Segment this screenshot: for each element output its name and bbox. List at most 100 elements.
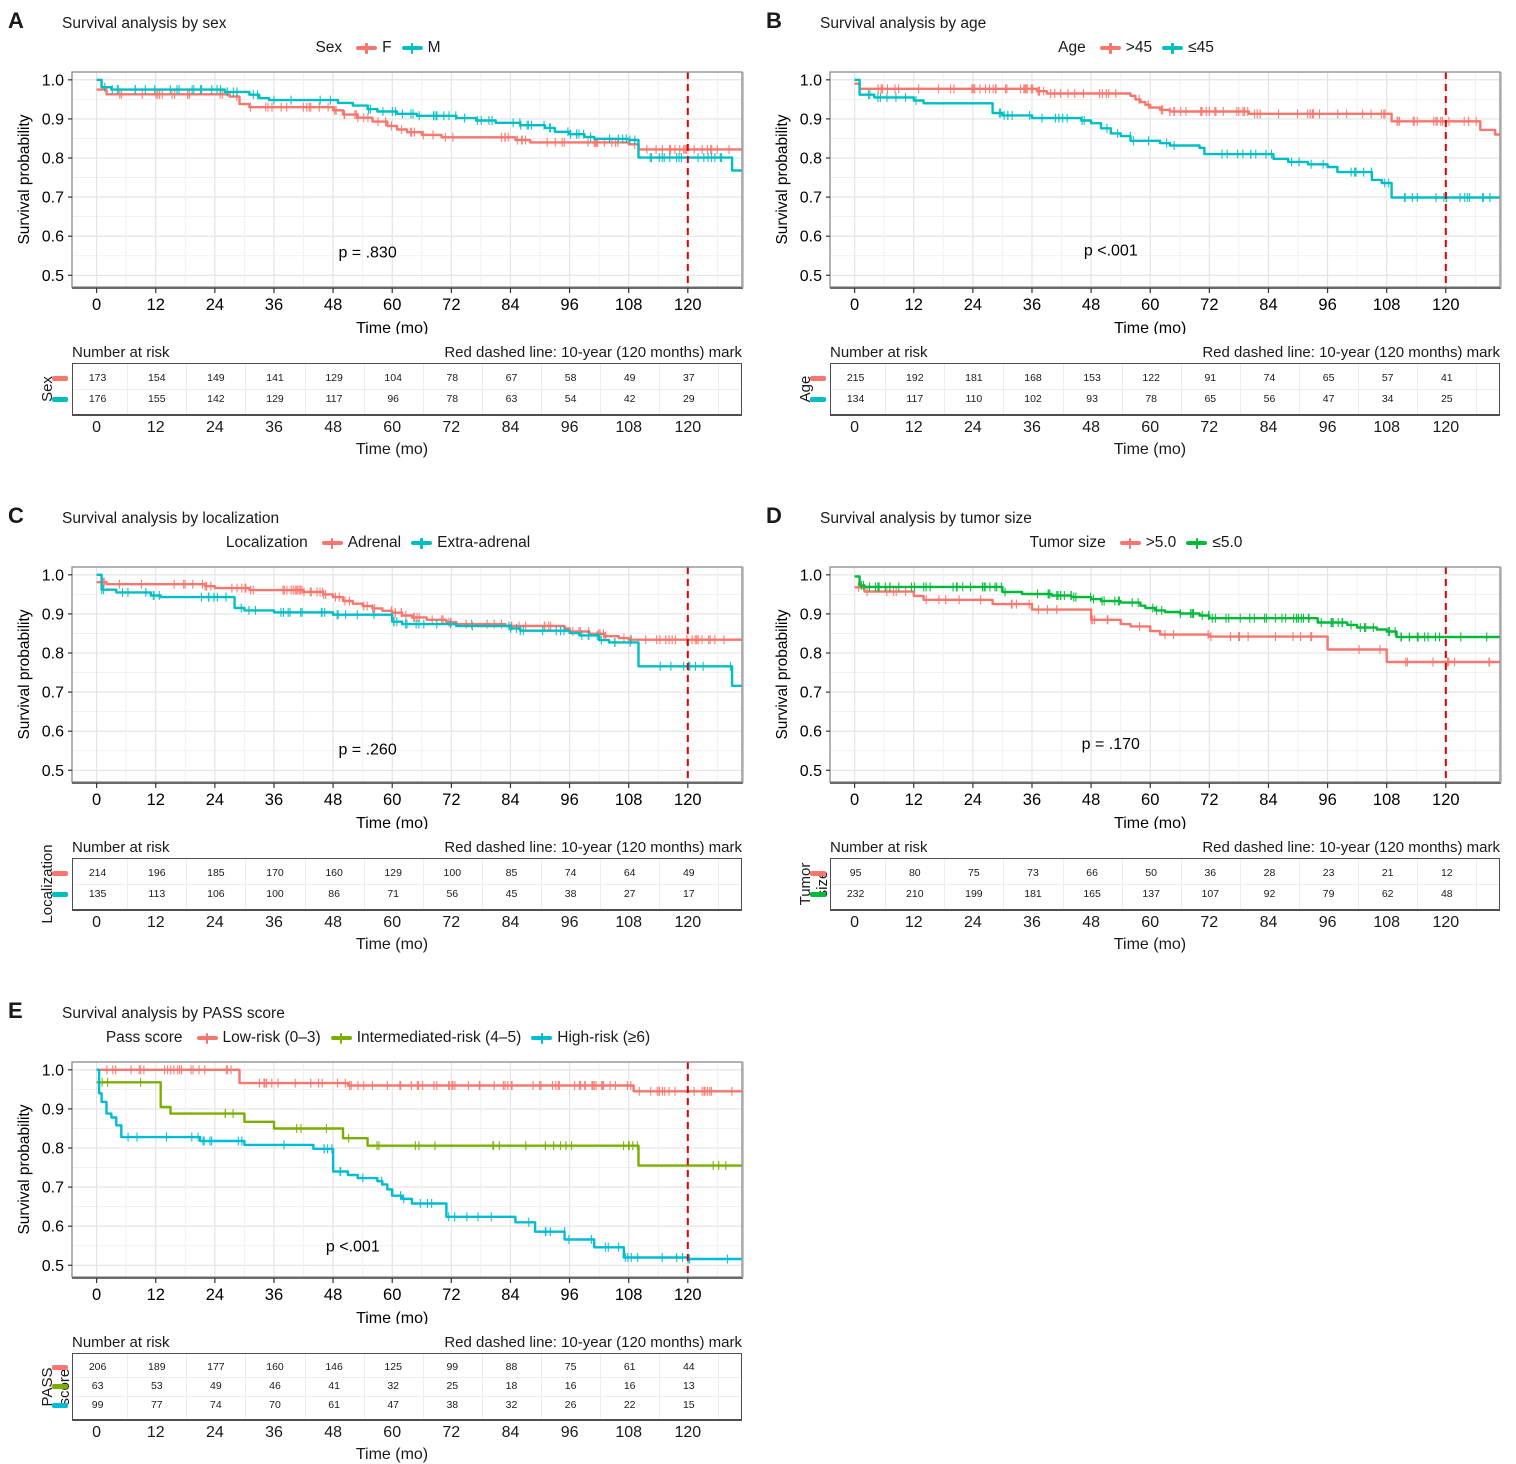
risk-count: 160: [266, 1361, 284, 1373]
risk-count: 181: [1024, 888, 1042, 900]
risk-count: 45: [505, 888, 518, 900]
risk-count: 95: [849, 867, 862, 879]
svg-text:0.6: 0.6: [42, 229, 64, 246]
svg-text:1.0: 1.0: [42, 1062, 64, 1079]
legend-key-icon: [196, 1032, 218, 1044]
svg-text:72: 72: [442, 1286, 460, 1304]
risk-count: 99: [446, 1361, 459, 1373]
panel-title: Survival analysis by age: [820, 15, 987, 32]
legend-item-label: High-risk (≥6): [557, 1029, 651, 1046]
svg-text:48: 48: [324, 791, 342, 809]
risk-axis-tick: 0: [92, 419, 102, 436]
risk-count: 78: [1145, 393, 1158, 405]
risk-count: 27: [623, 888, 636, 900]
svg-text:0.6: 0.6: [42, 724, 64, 741]
legend: Pass score Low-risk (0–3) Intermediated-r…: [8, 1024, 748, 1052]
risk-count: 78: [446, 393, 459, 405]
risk-table: Localization 214 196 185 170 160 129 100 85 74 64…: [39, 844, 742, 924]
svg-text:0.7: 0.7: [42, 685, 64, 702]
risk-count: 125: [384, 1361, 402, 1373]
risk-axis-tick: 0: [850, 914, 860, 931]
risk-table: Sex 173 154 149 141 129 104 78 67 58 49 37 176 155 14…: [39, 363, 742, 416]
risk-axis-tick: 48: [324, 1424, 342, 1441]
svg-text:1.0: 1.0: [42, 72, 64, 89]
svg-text:96: 96: [1318, 791, 1336, 809]
risk-axis-tick: 48: [1082, 914, 1100, 931]
risk-count: 16: [623, 1380, 636, 1392]
legend-item: Low-risk (0–3): [196, 1029, 321, 1047]
risk-axis-tick: 72: [1200, 419, 1219, 436]
risk-count: 36: [1204, 867, 1217, 879]
risk-count: 176: [88, 393, 107, 405]
risk-count: 47: [387, 1399, 400, 1411]
risk-row: 206 189 177 160 146 125 99 88 75 61 44: [52, 1358, 741, 1377]
km-plot: 1.0 0.9 0.8 0.7 0.6 0.5 0 12 24 36 48 60 72 84 96 108 12…: [766, 557, 1508, 834]
risk-count: 77: [150, 1399, 163, 1411]
risk-count: 25: [1440, 393, 1453, 405]
risk-axis-tick: 108: [1373, 419, 1401, 436]
svg-text:0.8: 0.8: [42, 1141, 64, 1158]
svg-text:120: 120: [674, 1286, 702, 1304]
panel-letter: C: [8, 503, 24, 528]
legend-item: Extra-adrenal: [411, 534, 530, 552]
risk-axis-tick: 84: [501, 914, 520, 931]
risk-count: 177: [207, 1361, 225, 1373]
risk-count: 78: [446, 372, 459, 384]
risk-row-key-icon: [810, 397, 826, 402]
legend: Localization Adrenal Extra-adrenal: [8, 529, 748, 557]
risk-grid-line: [73, 389, 741, 390]
risk-count: 48: [1440, 888, 1453, 900]
risk-axis-tick: 96: [1318, 419, 1337, 436]
risk-count: 122: [1142, 372, 1160, 384]
risk-grid-line: [481, 1354, 483, 1419]
risk-axis-tick: 12: [146, 914, 165, 931]
risk-row: 99 77 74 70 61 47 38 32 26 22 15: [52, 1396, 741, 1415]
svg-text:60: 60: [383, 296, 401, 314]
risk-count: 192: [906, 372, 924, 384]
svg-text:Time (mo): Time (mo): [1114, 815, 1186, 829]
risk-row-key-icon: [52, 1365, 68, 1370]
svg-text:0: 0: [92, 296, 101, 314]
svg-text:36: 36: [1023, 791, 1041, 809]
svg-text:1.0: 1.0: [800, 72, 822, 89]
risk-count: 49: [623, 372, 636, 384]
svg-text:36: 36: [1023, 296, 1041, 314]
risk-count: 18: [505, 1380, 518, 1392]
risk-count: 34: [1381, 393, 1394, 405]
survival-panel-a: A Survival analysis by sex Sex F M 1.0 0.9…: [0, 0, 758, 495]
risk-count: 74: [564, 867, 577, 879]
legend-title: Localization: [225, 534, 308, 551]
svg-text:0.6: 0.6: [42, 1219, 64, 1236]
risk-count: 67: [505, 372, 518, 384]
risk-grid-line: [73, 1377, 741, 1378]
svg-text:96: 96: [560, 1286, 578, 1304]
risk-count: 65: [1204, 393, 1217, 405]
risk-row: 173 154 149 141 129 104 78 67 58 49 37: [52, 368, 741, 389]
svg-text:Survival probability: Survival probability: [16, 114, 33, 244]
risk-count: 29: [682, 393, 695, 405]
risk-axis-tick: 84: [1259, 419, 1278, 436]
svg-text:0.5: 0.5: [42, 1258, 64, 1275]
risk-row-key-icon: [52, 397, 68, 402]
risk-row-key-icon: [52, 376, 68, 381]
svg-text:0.5: 0.5: [800, 268, 822, 285]
risk-count: 85: [505, 867, 518, 879]
panel-letter: D: [766, 503, 782, 528]
svg-text:0.5: 0.5: [800, 763, 822, 780]
risk-axis-tick: 120: [1432, 914, 1460, 931]
risk-count: 232: [846, 888, 865, 900]
risk-axis-tick: 36: [265, 914, 283, 931]
svg-text:0.7: 0.7: [800, 685, 822, 702]
svg-text:48: 48: [324, 296, 342, 314]
risk-axis-tick: 24: [963, 914, 982, 931]
legend-key-icon: [531, 1032, 553, 1044]
legend-item: M: [401, 39, 441, 57]
risk-count: 53: [150, 1380, 163, 1392]
risk-header-right: Red dashed line: 10-year (120 months) ma…: [444, 1334, 742, 1351]
risk-count: 65: [1322, 372, 1335, 384]
risk-count: 42: [623, 393, 636, 405]
legend-key-icon: [356, 42, 378, 54]
risk-count: 135: [88, 888, 107, 900]
risk-axis-tick: 96: [1318, 914, 1337, 931]
risk-axis-tick: 60: [383, 914, 402, 931]
